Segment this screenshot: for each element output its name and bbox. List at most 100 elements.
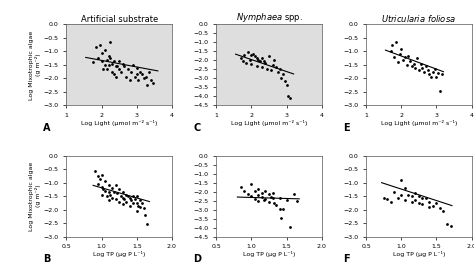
Point: [410, 61, 418, 66]
Point: [251, 188, 259, 193]
Point: [255, 57, 262, 62]
Point: [99, 187, 107, 191]
Title: $\it{Utricularia\ foliosa}$: $\it{Utricularia\ foliosa}$: [382, 13, 456, 24]
Point: [129, 201, 137, 205]
Point: [101, 48, 109, 52]
Point: [110, 59, 118, 63]
Point: [253, 55, 261, 60]
Point: [103, 57, 110, 62]
Point: [98, 51, 105, 55]
Point: [419, 195, 426, 200]
Point: [408, 194, 416, 198]
Point: [272, 203, 280, 207]
Point: [133, 201, 140, 205]
Point: [255, 193, 262, 197]
Point: [149, 80, 156, 85]
Point: [137, 205, 144, 209]
Point: [144, 222, 151, 227]
Point: [91, 168, 98, 173]
Point: [126, 78, 134, 82]
Point: [428, 75, 435, 79]
Point: [129, 63, 137, 67]
X-axis label: Log Light (μmol m⁻² s⁻¹): Log Light (μmol m⁻² s⁻¹): [231, 120, 307, 126]
Point: [244, 50, 252, 55]
Point: [98, 172, 105, 177]
Text: C: C: [193, 123, 200, 133]
Point: [279, 72, 287, 76]
Point: [120, 64, 128, 69]
Point: [101, 179, 109, 184]
X-axis label: Log Light (μmol m⁻² s⁻¹): Log Light (μmol m⁻² s⁻¹): [381, 120, 457, 126]
Point: [131, 75, 139, 79]
Point: [269, 196, 276, 200]
Point: [89, 60, 97, 64]
Point: [420, 70, 428, 74]
Point: [433, 75, 440, 79]
Point: [415, 201, 423, 205]
Point: [98, 59, 105, 63]
Point: [380, 195, 387, 200]
Point: [247, 62, 255, 66]
Point: [115, 59, 123, 63]
Point: [387, 199, 394, 204]
Point: [96, 42, 104, 47]
Point: [125, 194, 132, 198]
Point: [281, 79, 289, 83]
Point: [101, 188, 109, 193]
Point: [101, 63, 109, 67]
Title: $\it{Nymphaea}$ spp.: $\it{Nymphaea}$ spp.: [236, 11, 302, 24]
Point: [137, 70, 144, 74]
Point: [108, 70, 116, 74]
Point: [105, 183, 112, 187]
Point: [286, 96, 294, 100]
Point: [269, 190, 276, 195]
Point: [383, 197, 391, 201]
Point: [262, 188, 269, 193]
Point: [431, 67, 438, 71]
Point: [120, 197, 128, 201]
Point: [283, 197, 291, 202]
Point: [403, 63, 410, 67]
Text: E: E: [343, 123, 349, 133]
Point: [140, 206, 147, 211]
Point: [394, 60, 401, 64]
Point: [251, 54, 259, 58]
Point: [94, 182, 102, 186]
Point: [112, 183, 119, 187]
Point: [389, 42, 396, 47]
Text: D: D: [193, 254, 201, 264]
Point: [122, 199, 130, 204]
Point: [290, 192, 297, 197]
Point: [110, 190, 118, 194]
Point: [144, 83, 151, 87]
Point: [112, 75, 119, 79]
Point: [115, 187, 123, 191]
Point: [413, 56, 421, 60]
Point: [411, 66, 419, 70]
Point: [426, 199, 433, 204]
Point: [110, 72, 118, 77]
Point: [122, 193, 130, 197]
Point: [258, 55, 266, 60]
Point: [107, 40, 114, 44]
Point: [100, 67, 107, 71]
Point: [96, 177, 104, 181]
Point: [237, 55, 245, 60]
Point: [267, 195, 275, 199]
Point: [422, 64, 430, 69]
Y-axis label: Log Mixotrophic algae
(g m⁻²): Log Mixotrophic algae (g m⁻²): [29, 30, 41, 100]
Point: [401, 55, 409, 59]
Point: [103, 67, 110, 71]
Point: [391, 190, 398, 194]
Point: [105, 63, 112, 67]
Point: [262, 61, 269, 65]
Point: [396, 52, 403, 56]
Point: [398, 47, 405, 51]
Point: [119, 195, 127, 200]
Point: [434, 71, 442, 75]
Point: [264, 66, 271, 71]
Point: [138, 201, 146, 205]
Point: [276, 206, 283, 211]
Point: [436, 206, 444, 211]
Point: [258, 190, 266, 195]
